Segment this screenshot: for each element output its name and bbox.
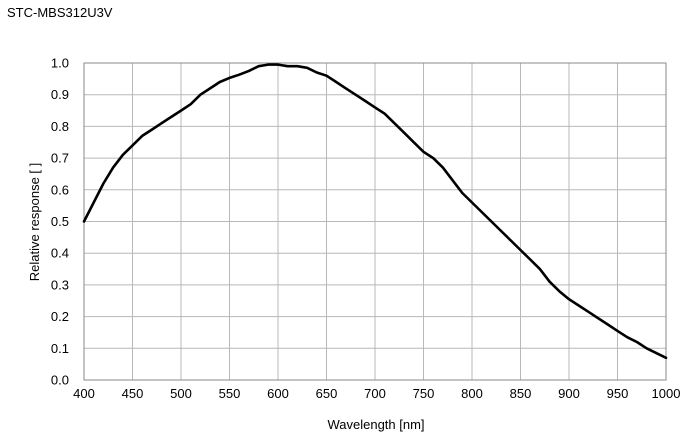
x-tick-label-500: 500 [170, 386, 192, 401]
x-tick-label-450: 450 [122, 386, 144, 401]
x-axis-label: Wavelength [nm] [327, 417, 424, 432]
x-tick-label-600: 600 [267, 386, 289, 401]
x-tick-label-950: 950 [607, 386, 629, 401]
x-tick-label-400: 400 [73, 386, 95, 401]
chart-title: STC-MBS312U3V [7, 5, 113, 20]
y-tick-labels: 0.0 0.1 0.2 0.3 0.4 0.5 0.6 0.7 0.8 0.9 1.0 [51, 56, 69, 388]
y-tick-label-0.2: 0.2 [51, 309, 69, 324]
x-tick-label-850: 850 [510, 386, 532, 401]
series-line-0 [82, 63, 668, 360]
x-tick-label-700: 700 [364, 386, 386, 401]
y-tick-label-0.3: 0.3 [51, 277, 69, 292]
y-tick-label-0.7: 0.7 [51, 151, 69, 166]
y-tick-label-0.6: 0.6 [51, 182, 69, 197]
y-tick-label-1.0: 1.0 [51, 56, 69, 71]
x-tick-label-800: 800 [461, 386, 483, 401]
y-tick-label-0.1: 0.1 [51, 341, 69, 356]
grid-lines [83, 62, 667, 381]
series-group [82, 63, 668, 360]
x-tick-label-650: 650 [316, 386, 338, 401]
y-tick-label-0.0: 0.0 [51, 373, 69, 388]
x-tick-label-750: 750 [413, 386, 435, 401]
y-axis-label: Relative response [ ] [27, 163, 42, 282]
y-tick-label-0.9: 0.9 [51, 87, 69, 102]
x-tick-labels: 400 450 500 550 600 650 700 750 800 850 900 950 1000 [73, 386, 680, 401]
y-tick-label-0.5: 0.5 [51, 214, 69, 229]
x-tick-label-1000: 1000 [652, 386, 681, 401]
x-tick-label-550: 550 [219, 386, 241, 401]
x-tick-label-900: 900 [558, 386, 580, 401]
y-tick-label-0.8: 0.8 [51, 119, 69, 134]
y-tick-label-0.4: 0.4 [51, 246, 69, 261]
